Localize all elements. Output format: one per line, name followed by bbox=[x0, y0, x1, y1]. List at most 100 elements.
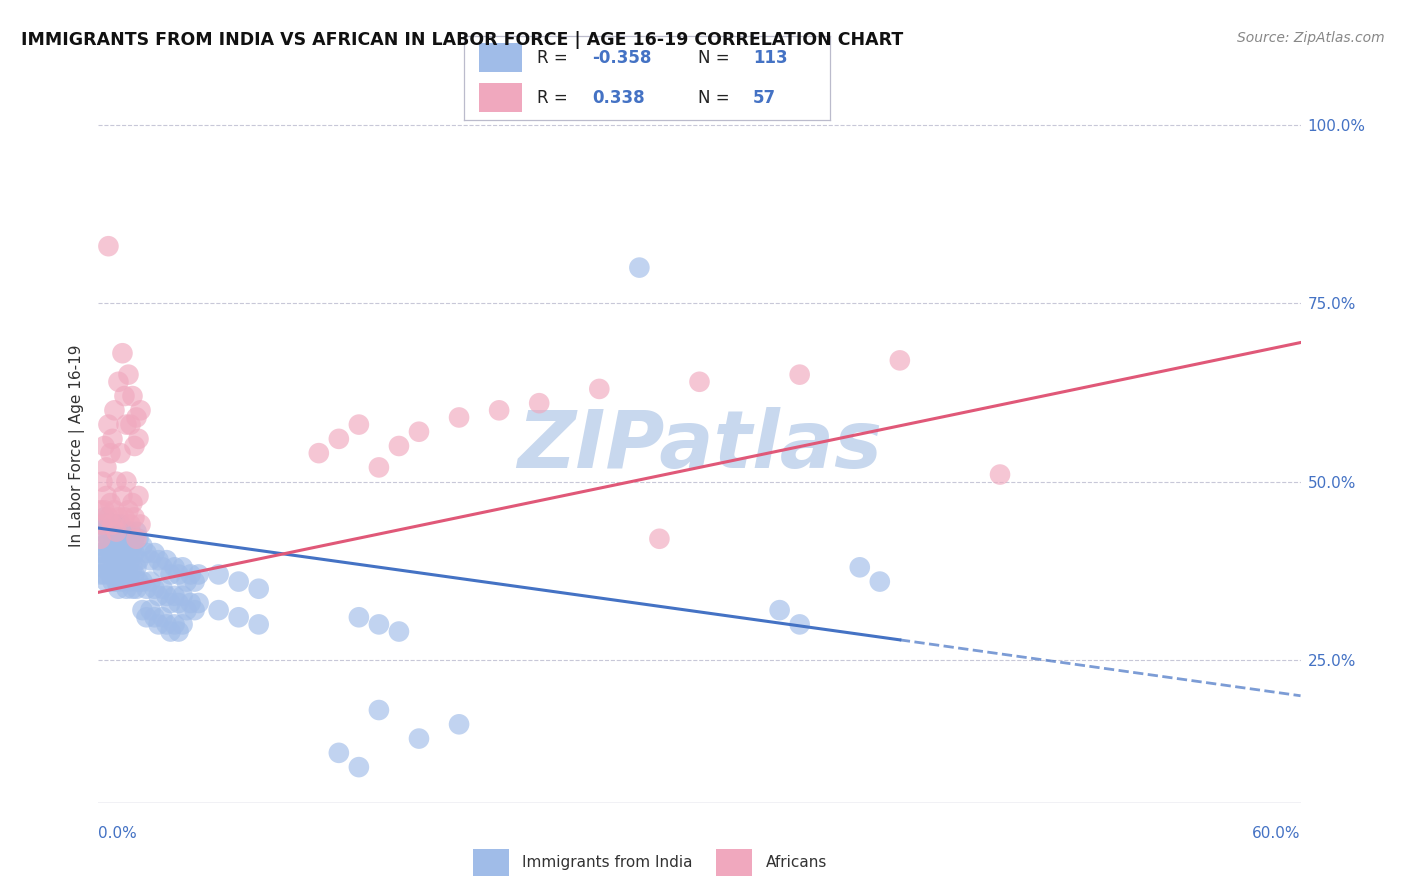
Point bbox=[183, 603, 205, 617]
Point bbox=[115, 475, 138, 489]
Point bbox=[110, 546, 132, 560]
Point bbox=[408, 731, 430, 746]
Point bbox=[89, 532, 111, 546]
Point bbox=[129, 403, 152, 417]
Point bbox=[121, 496, 143, 510]
Point bbox=[96, 489, 118, 503]
Point bbox=[100, 524, 122, 539]
Point bbox=[139, 603, 162, 617]
Point bbox=[91, 539, 114, 553]
Point bbox=[869, 574, 891, 589]
Point bbox=[167, 624, 190, 639]
Text: Source: ZipAtlas.com: Source: ZipAtlas.com bbox=[1237, 31, 1385, 45]
Point bbox=[347, 760, 370, 774]
Point bbox=[143, 582, 166, 596]
Point bbox=[107, 532, 129, 546]
Point bbox=[114, 532, 136, 546]
Point bbox=[91, 560, 114, 574]
Point bbox=[96, 553, 118, 567]
Point bbox=[135, 582, 157, 596]
Point bbox=[89, 503, 111, 517]
Point bbox=[228, 574, 250, 589]
Point bbox=[125, 410, 148, 425]
Text: Immigrants from India: Immigrants from India bbox=[523, 855, 693, 870]
Point bbox=[172, 589, 194, 603]
Point bbox=[163, 617, 186, 632]
Point bbox=[159, 567, 181, 582]
Point bbox=[789, 368, 811, 382]
Point bbox=[889, 353, 911, 368]
Point bbox=[159, 624, 181, 639]
Point bbox=[124, 439, 146, 453]
Point bbox=[148, 617, 170, 632]
Point bbox=[769, 603, 792, 617]
Point bbox=[100, 546, 122, 560]
Point bbox=[96, 460, 118, 475]
Point bbox=[180, 567, 202, 582]
Point bbox=[124, 532, 146, 546]
Point bbox=[103, 567, 125, 582]
Point bbox=[111, 346, 134, 360]
Point bbox=[114, 510, 136, 524]
Point bbox=[148, 589, 170, 603]
Point bbox=[121, 539, 143, 553]
Point bbox=[347, 417, 370, 432]
Point bbox=[159, 596, 181, 610]
Point bbox=[117, 567, 139, 582]
Point bbox=[152, 582, 174, 596]
Point bbox=[125, 524, 148, 539]
Point bbox=[368, 703, 391, 717]
Point bbox=[121, 582, 143, 596]
Point bbox=[447, 410, 470, 425]
Point bbox=[103, 403, 125, 417]
Point bbox=[180, 596, 202, 610]
Point bbox=[103, 517, 125, 532]
Point bbox=[152, 560, 174, 574]
Point bbox=[172, 560, 194, 574]
Point bbox=[125, 582, 148, 596]
Point bbox=[93, 439, 115, 453]
Point bbox=[117, 546, 139, 560]
Point bbox=[187, 567, 209, 582]
Bar bbox=[716, 849, 752, 876]
Point bbox=[115, 560, 138, 574]
Point bbox=[128, 574, 150, 589]
Point bbox=[110, 517, 132, 532]
Point bbox=[101, 539, 124, 553]
Point bbox=[120, 574, 142, 589]
Point bbox=[128, 532, 150, 546]
Point bbox=[167, 596, 190, 610]
Point bbox=[96, 517, 118, 532]
Point bbox=[368, 617, 391, 632]
Point bbox=[328, 432, 350, 446]
Point bbox=[308, 446, 330, 460]
Point bbox=[328, 746, 350, 760]
Point bbox=[135, 610, 157, 624]
Point bbox=[101, 432, 124, 446]
Point bbox=[131, 539, 153, 553]
Point bbox=[183, 574, 205, 589]
Point bbox=[100, 567, 122, 582]
Point bbox=[135, 546, 157, 560]
Point bbox=[152, 610, 174, 624]
Point bbox=[347, 610, 370, 624]
Point bbox=[208, 603, 231, 617]
Point bbox=[91, 475, 114, 489]
Point bbox=[97, 560, 120, 574]
Point bbox=[120, 417, 142, 432]
Point bbox=[105, 524, 128, 539]
Text: R =: R = bbox=[537, 49, 574, 67]
Point bbox=[988, 467, 1011, 482]
Point bbox=[588, 382, 610, 396]
Point bbox=[849, 560, 872, 574]
Text: 0.0%: 0.0% bbox=[98, 827, 138, 841]
Point bbox=[120, 553, 142, 567]
Text: 0.338: 0.338 bbox=[592, 88, 644, 106]
Point bbox=[93, 510, 115, 524]
Text: N =: N = bbox=[697, 49, 735, 67]
Point bbox=[120, 517, 142, 532]
Point bbox=[129, 517, 152, 532]
Point bbox=[148, 553, 170, 567]
Point bbox=[163, 560, 186, 574]
Text: 57: 57 bbox=[752, 88, 776, 106]
